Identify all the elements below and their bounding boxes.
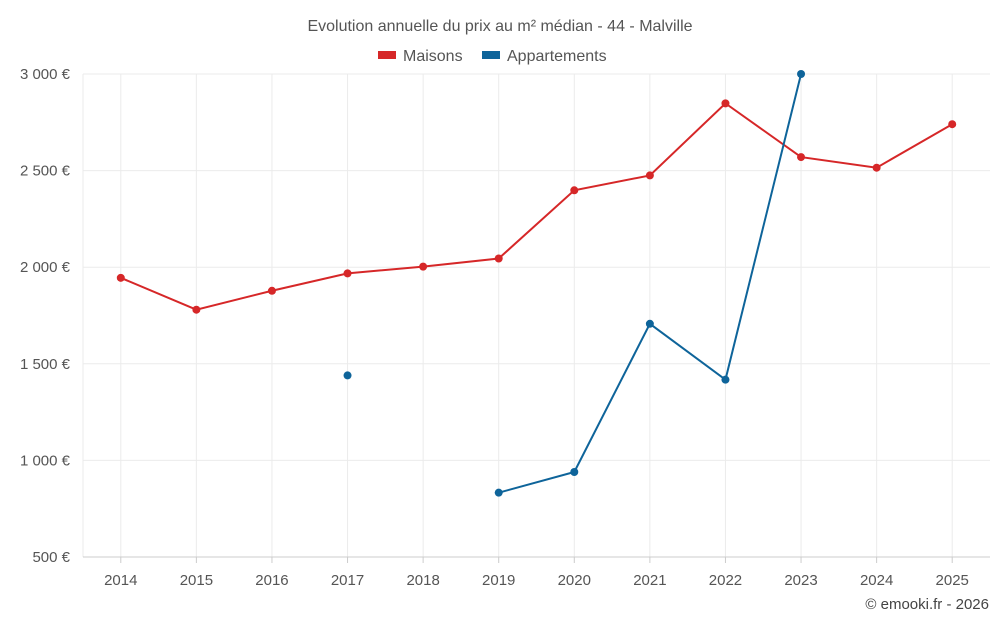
y-tick-label: 3 000 € <box>20 66 71 83</box>
data-point-maisons[interactable] <box>872 163 881 172</box>
x-tick-label: 2024 <box>860 572 893 589</box>
legend: Maisons Appartements <box>378 48 607 65</box>
y-tick-label: 1 500 € <box>20 356 71 373</box>
data-point-maisons[interactable] <box>948 120 957 129</box>
data-point-appartements[interactable] <box>721 375 730 384</box>
data-point-maisons[interactable] <box>343 269 352 278</box>
data-point-maisons[interactable] <box>116 273 125 282</box>
axes: 500 € 1 000 € 1 500 € 2 000 € 2 500 € 3 000 €… <box>20 66 969 589</box>
legend-label-maisons: Maisons <box>403 48 463 65</box>
x-tick-label: 2020 <box>558 572 591 589</box>
x-tick-label: 2018 <box>406 572 439 589</box>
y-tick-label: 1 000 € <box>20 452 71 469</box>
x-tick-label: 2021 <box>633 572 666 589</box>
series-line-maisons <box>120 102 953 311</box>
plot-area <box>116 70 957 497</box>
x-tick-label: 2015 <box>180 572 213 589</box>
data-point-maisons[interactable] <box>797 153 806 162</box>
data-point-appartements[interactable] <box>343 371 352 380</box>
data-point-maisons[interactable] <box>570 186 579 195</box>
x-tick-label: 2014 <box>104 572 137 589</box>
data-point-maisons[interactable] <box>494 254 503 263</box>
y-tick-label: 2 500 € <box>20 163 71 180</box>
data-point-appartements[interactable] <box>645 319 654 328</box>
legend-label-appartements: Appartements <box>507 48 607 65</box>
chart-title: Evolution annuelle du prix au m² médian … <box>307 18 692 35</box>
x-tick-label: 2017 <box>331 572 364 589</box>
y-tick-label: 2 000 € <box>20 259 71 276</box>
x-tick-label: 2025 <box>936 572 969 589</box>
data-point-appartements[interactable] <box>797 70 806 78</box>
x-tick-label: 2016 <box>255 572 288 589</box>
credit-text: © emooki.fr - 2026 <box>865 596 989 613</box>
data-point-maisons[interactable] <box>267 286 276 295</box>
legend-swatch-maisons <box>378 51 396 59</box>
legend-item-appartements[interactable]: Appartements <box>482 48 607 65</box>
grid <box>82 73 990 558</box>
data-point-maisons[interactable] <box>419 262 428 271</box>
y-tick-label: 500 € <box>32 549 70 566</box>
data-point-appartements[interactable] <box>570 467 579 476</box>
x-tick-label: 2019 <box>482 572 515 589</box>
legend-item-maisons[interactable]: Maisons <box>378 48 463 65</box>
legend-swatch-appartements <box>482 51 500 59</box>
x-tick-label: 2022 <box>709 572 742 589</box>
data-point-maisons[interactable] <box>192 305 201 314</box>
data-point-appartements[interactable] <box>494 488 503 497</box>
x-tick-label: 2023 <box>784 572 817 589</box>
data-point-maisons[interactable] <box>721 99 730 108</box>
data-point-maisons[interactable] <box>645 171 654 180</box>
